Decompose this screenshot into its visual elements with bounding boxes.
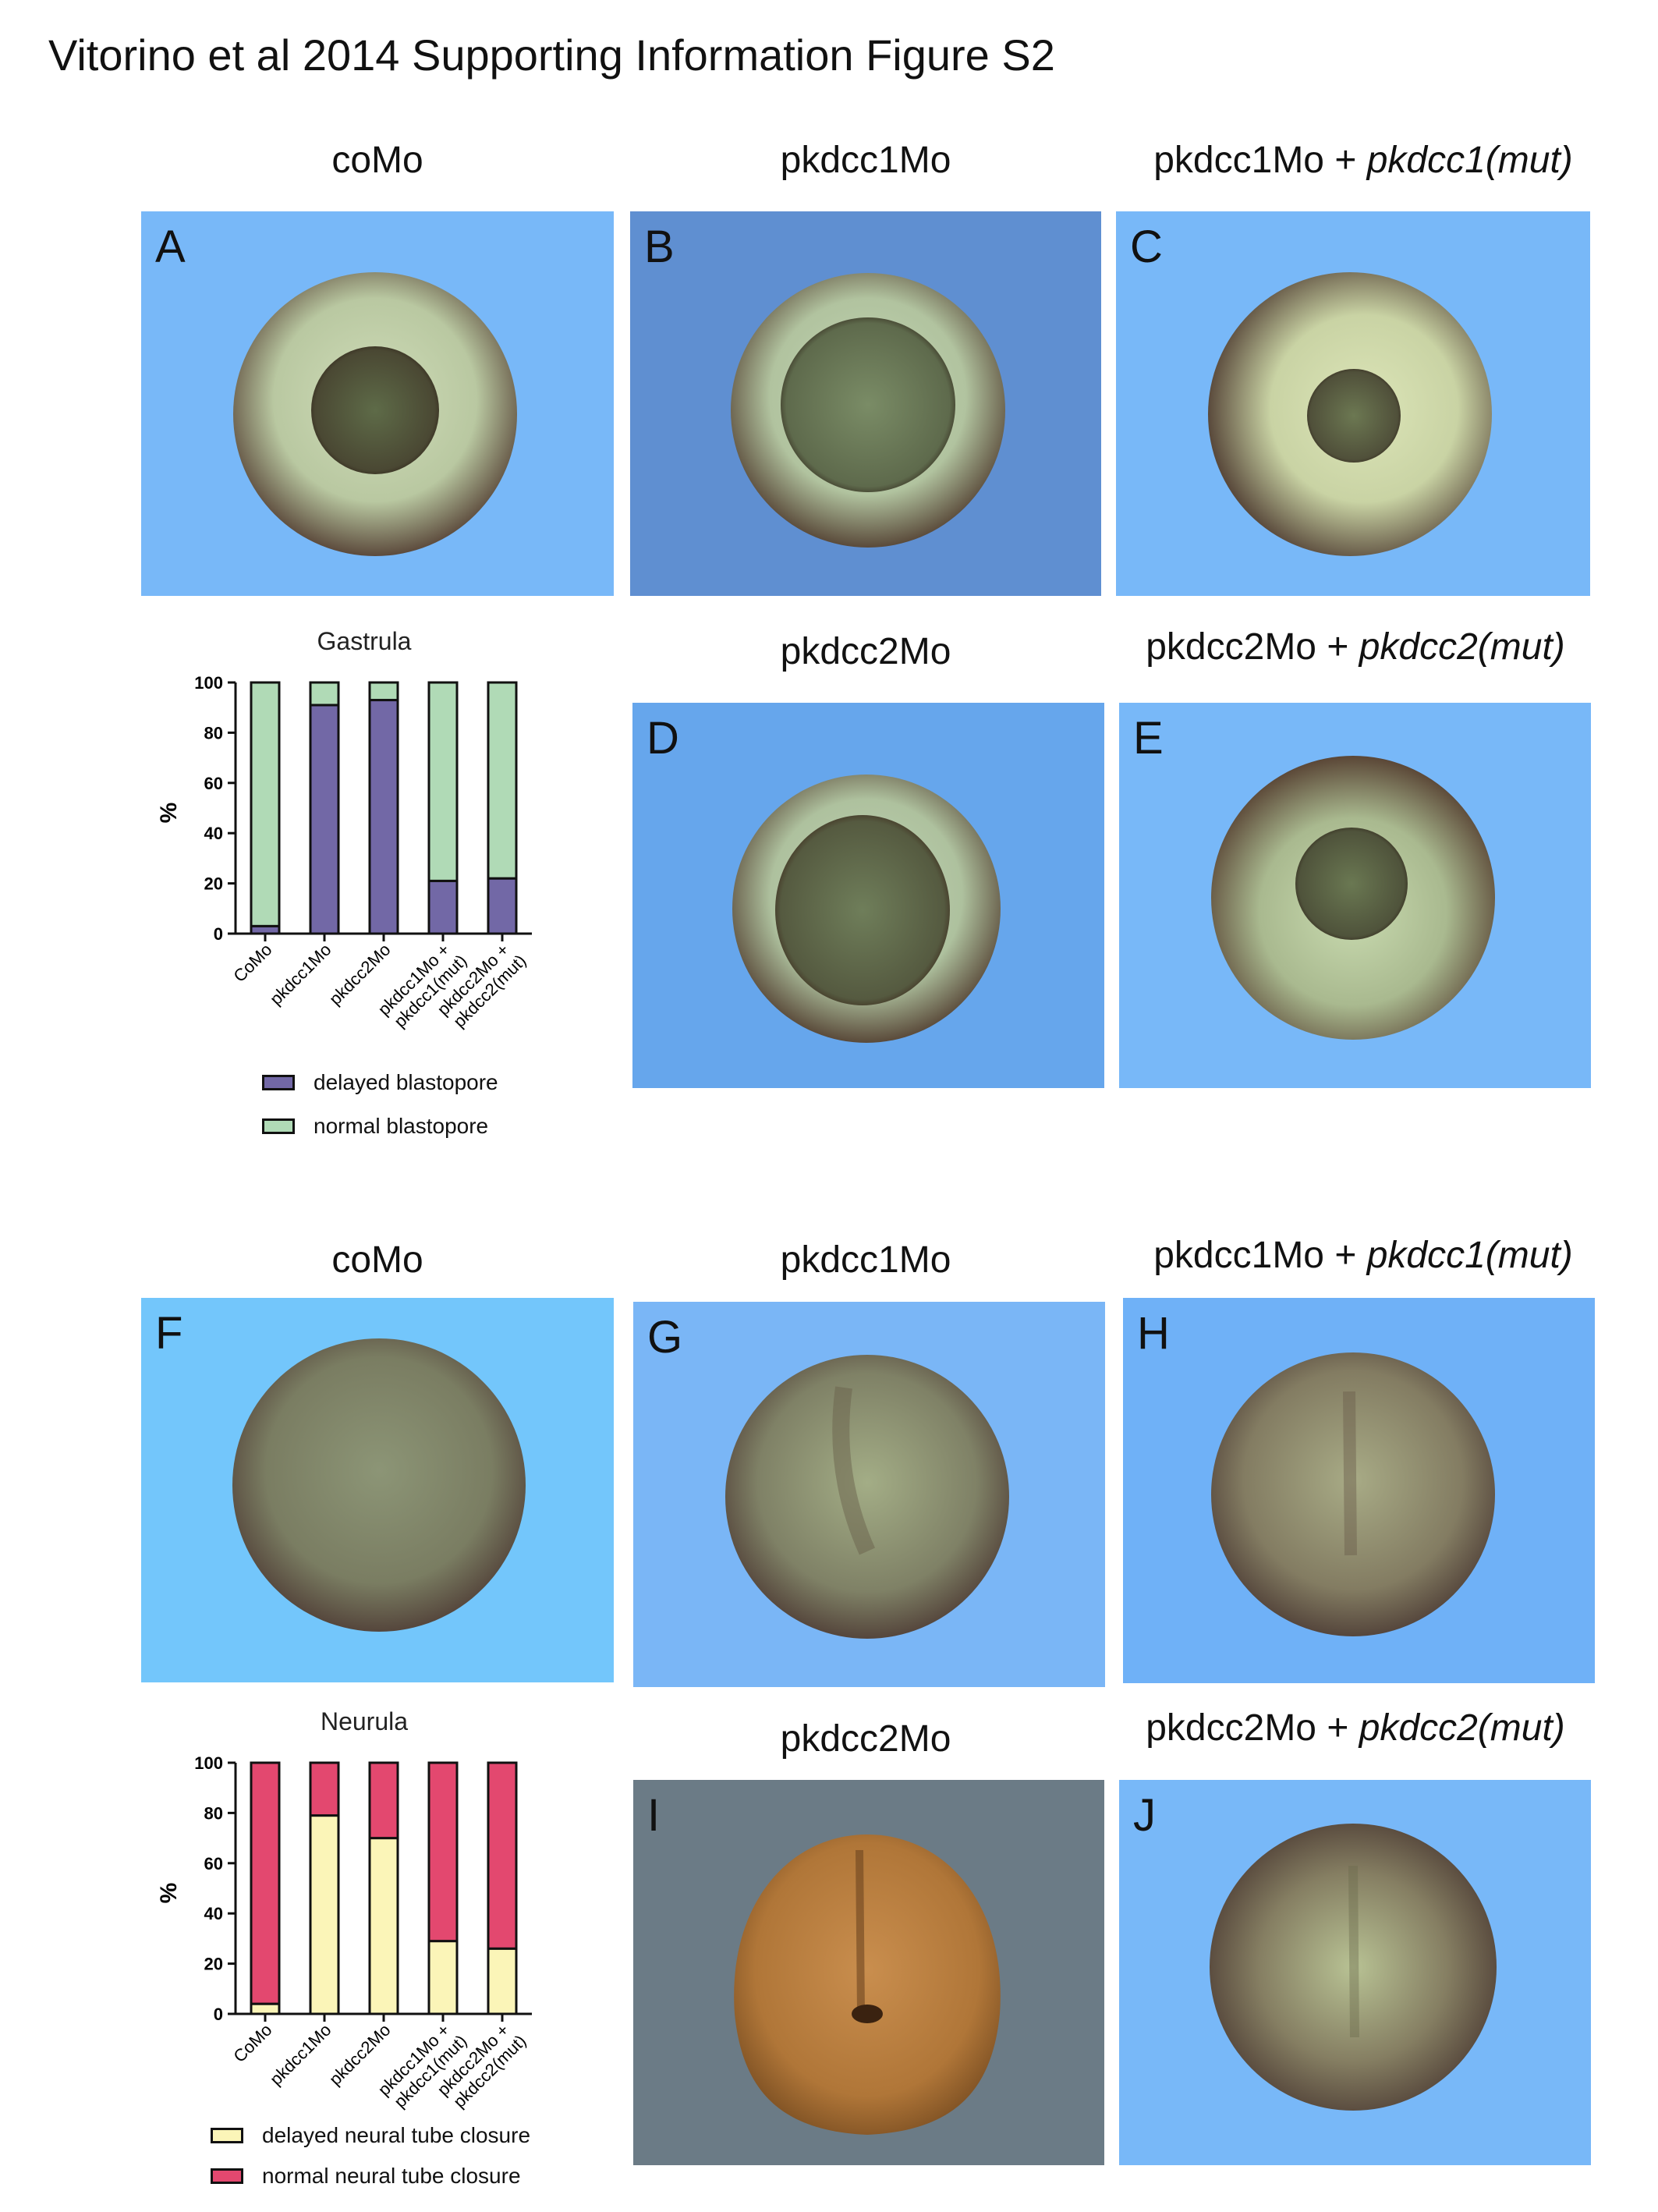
legend-label: delayed blastopore bbox=[314, 1070, 498, 1094]
panel-i: I bbox=[633, 1780, 1104, 2165]
neurula-chart-svg: Neurula%020406080100CoMopkdcc1Mopkdcc2Mo… bbox=[156, 1707, 532, 2111]
bar-segment bbox=[309, 1814, 340, 2015]
panel-c: C bbox=[1116, 211, 1590, 596]
gastrula-chart-svg: Gastrula%020406080100CoMopkdcc1Mopkdcc2M… bbox=[156, 627, 532, 1031]
bar-segment bbox=[309, 681, 340, 707]
panel-letter: I bbox=[647, 1790, 661, 1841]
label-pkdcc1Mo-rescue-top: pkdcc1Mo + pkdcc1(mut) bbox=[1153, 140, 1573, 181]
x-category-label: CoMo bbox=[229, 940, 275, 986]
panel-letter: E bbox=[1133, 713, 1164, 764]
neurula-legend: delayed neural tube closure normal neura… bbox=[211, 2123, 600, 2201]
y-tick-label: 40 bbox=[204, 1904, 223, 1923]
bar-segment bbox=[368, 1761, 399, 1840]
y-axis-label: % bbox=[156, 1883, 182, 1904]
y-tick-label: 80 bbox=[204, 723, 223, 743]
y-tick-label: 0 bbox=[214, 924, 223, 944]
legend-swatch bbox=[211, 2128, 243, 2143]
legend-label: normal blastopore bbox=[314, 1114, 489, 1138]
label-pkdcc1Mo-top: pkdcc1Mo bbox=[780, 140, 951, 181]
panel-h: H bbox=[1123, 1298, 1595, 1683]
y-tick-label: 80 bbox=[204, 1803, 223, 1823]
bar-segment bbox=[368, 681, 399, 702]
x-category-label: pkdcc1Mo bbox=[266, 2020, 335, 2090]
panel-g: G bbox=[633, 1302, 1105, 1687]
y-tick-label: 20 bbox=[204, 874, 223, 894]
bar-segment bbox=[368, 699, 399, 935]
label-pkdcc1Mo-rescue-bottom: pkdcc1Mo + pkdcc1(mut) bbox=[1153, 1235, 1573, 1276]
y-tick-label: 20 bbox=[204, 1955, 223, 1974]
label-pkdcc2Mo-rescue-top: pkdcc2Mo + pkdcc2(mut) bbox=[1146, 626, 1565, 668]
label-coMo-top: coMo bbox=[331, 140, 423, 181]
label-pkdcc2Mo-top: pkdcc2Mo bbox=[780, 631, 951, 672]
embryo-gastrula-image bbox=[632, 703, 1104, 1088]
bar-segment bbox=[427, 1940, 459, 2015]
panel-b: B bbox=[630, 211, 1101, 596]
chart-title: Gastrula bbox=[317, 627, 412, 655]
legend-swatch bbox=[211, 2168, 243, 2184]
label-coMo-bottom: coMo bbox=[331, 1239, 423, 1281]
chart-title: Neurula bbox=[321, 1707, 408, 1735]
panel-letter: F bbox=[155, 1308, 183, 1359]
bar-segment bbox=[309, 1761, 340, 1817]
bar-segment bbox=[427, 879, 459, 935]
legend-label: delayed neural tube closure bbox=[262, 2123, 531, 2147]
bar-segment bbox=[487, 877, 518, 935]
legend-label: normal neural tube closure bbox=[262, 2164, 521, 2188]
x-category-label: pkdcc1Mo bbox=[266, 940, 335, 1009]
embryo-neurula-image bbox=[633, 1302, 1105, 1687]
legend-item-delayed-neural-tube: delayed neural tube closure bbox=[211, 2123, 530, 2148]
embryo-neurula-image bbox=[633, 1780, 1104, 2165]
panel-letter: G bbox=[647, 1312, 683, 1363]
neurula-chart: Neurula% 0 20 40 60 80 100 CoMo pkdcc1Mo pkdcc2Mo… bbox=[156, 1700, 562, 2137]
bar-segment bbox=[368, 1837, 399, 2015]
panel-d: D bbox=[632, 703, 1104, 1088]
bar-segment bbox=[250, 681, 281, 927]
x-category-label: CoMo bbox=[229, 2020, 275, 2066]
embryo-gastrula-image bbox=[1119, 703, 1591, 1088]
bar-segment bbox=[487, 681, 518, 880]
embryo-neurula-image bbox=[141, 1298, 614, 1682]
panel-letter: H bbox=[1137, 1308, 1170, 1359]
y-tick-label: 40 bbox=[204, 824, 223, 843]
bar-segment bbox=[427, 1761, 459, 1943]
embryo-gastrula-image bbox=[630, 211, 1101, 596]
panel-letter: J bbox=[1133, 1790, 1156, 1841]
y-tick-label: 60 bbox=[204, 774, 223, 793]
panel-letter: C bbox=[1130, 222, 1163, 272]
bar-segment bbox=[250, 1761, 281, 2005]
panel-a: A bbox=[141, 211, 614, 596]
bar-segment bbox=[487, 1947, 518, 2015]
legend-item-normal-blastopore: normal blastopore bbox=[262, 1114, 488, 1139]
y-tick-label: 100 bbox=[194, 673, 223, 693]
y-tick-label: 60 bbox=[204, 1854, 223, 1873]
bar-segment bbox=[309, 704, 340, 935]
y-tick-label: 100 bbox=[194, 1753, 223, 1773]
panel-f: F bbox=[141, 1298, 614, 1682]
y-tick-label: 0 bbox=[214, 2005, 223, 2024]
bar-segment bbox=[250, 2002, 281, 2015]
embryo-neurula-image bbox=[1123, 1298, 1595, 1683]
label-pkdcc2Mo-bottom: pkdcc2Mo bbox=[780, 1718, 951, 1760]
figure-title: Vitorino et al 2014 Supporting Informati… bbox=[48, 30, 1055, 80]
embryo-neurula-image bbox=[1119, 1780, 1591, 2165]
panel-j: J bbox=[1119, 1780, 1591, 2165]
label-pkdcc2Mo-rescue-bottom: pkdcc2Mo + pkdcc2(mut) bbox=[1146, 1707, 1565, 1749]
panel-letter: D bbox=[647, 713, 679, 764]
legend-swatch bbox=[262, 1118, 295, 1134]
label-pkdcc1Mo-bottom: pkdcc1Mo bbox=[780, 1239, 951, 1281]
panel-letter: A bbox=[155, 222, 186, 272]
bar-segment bbox=[427, 681, 459, 882]
embryo-gastrula-image bbox=[141, 211, 614, 596]
y-axis-label: % bbox=[156, 803, 182, 824]
legend-item-normal-neural-tube: normal neural tube closure bbox=[211, 2164, 521, 2189]
embryo-gastrula-image bbox=[1116, 211, 1590, 596]
gastrula-legend: delayed blastopore normal blastopore bbox=[262, 1070, 605, 1148]
legend-item-delayed-blastopore: delayed blastopore bbox=[262, 1070, 498, 1095]
panel-letter: B bbox=[644, 222, 675, 272]
bar-segment bbox=[487, 1761, 518, 1950]
panel-e: E bbox=[1119, 703, 1591, 1088]
gastrula-chart: Gastrula% 0 20 40 60 80 100 CoMo pkdcc1Mo pkdcc2M… bbox=[156, 620, 562, 1057]
legend-swatch bbox=[262, 1075, 295, 1090]
